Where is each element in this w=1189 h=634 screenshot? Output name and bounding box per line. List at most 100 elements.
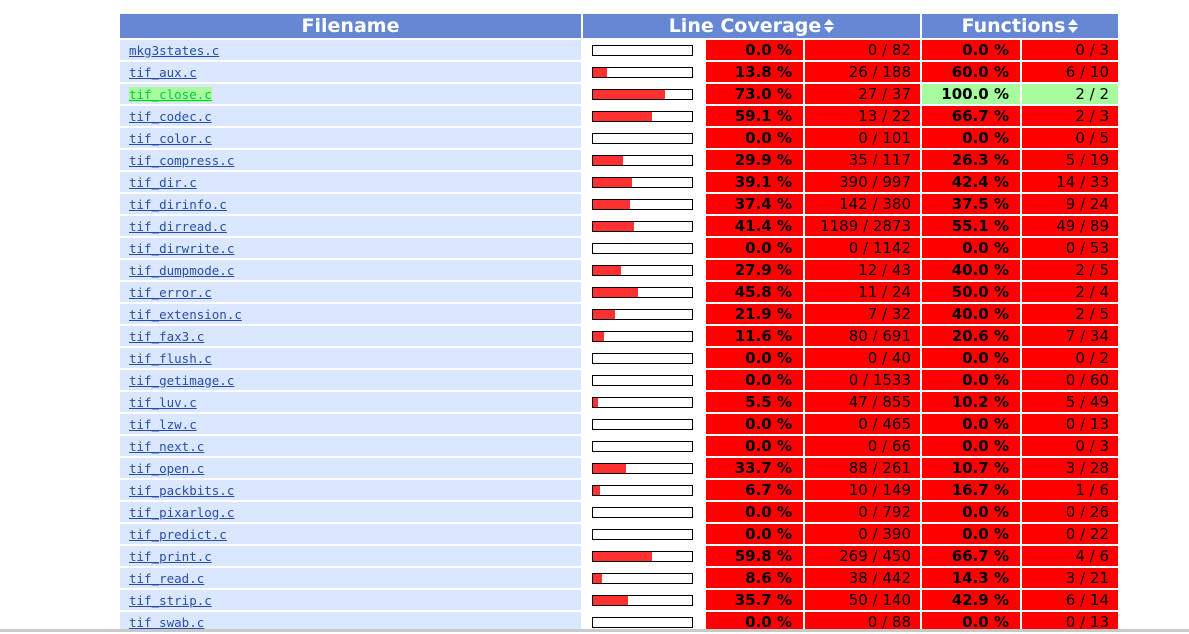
filename-cell: tif_color.c [120, 128, 581, 148]
table-row: tif_pixarlog.c 0.0 % 0 / 792 0.0 % 0 / 26 [120, 502, 1118, 522]
coverage-bar-fill [593, 573, 602, 583]
functions-count: 0 / 22 [1022, 524, 1118, 544]
coverage-bar [592, 264, 693, 276]
file-link[interactable]: tif_predict.c [129, 526, 227, 542]
functions-percent: 0.0 % [922, 524, 1020, 544]
coverage-bar-fill [593, 155, 623, 165]
file-link[interactable]: tif_strip.c [129, 592, 212, 608]
table-row: tif_open.c 33.7 % 88 / 261 10.7 % 3 / 28 [120, 458, 1118, 478]
line-coverage-count: 11 / 24 [805, 282, 920, 302]
coverage-bar [592, 132, 693, 144]
coverage-bar-cell [583, 260, 704, 280]
coverage-bar-cell [583, 106, 704, 126]
file-link[interactable]: tif_swab.c [129, 614, 205, 630]
functions-percent: 66.7 % [922, 546, 1020, 566]
filename-cell: tif_swab.c [120, 612, 581, 632]
file-link[interactable]: tif_flush.c [129, 350, 212, 366]
line-coverage-count: 27 / 37 [805, 84, 920, 104]
table-row: tif_codec.c 59.1 % 13 / 22 66.7 % 2 / 3 [120, 106, 1118, 126]
file-link[interactable]: tif_lzw.c [129, 416, 197, 432]
file-link[interactable]: tif_read.c [129, 570, 205, 586]
functions-percent: 60.0 % [922, 62, 1020, 82]
file-link[interactable]: tif_dirread.c [129, 218, 227, 234]
file-link[interactable]: tif_pixarlog.c [129, 504, 235, 520]
coverage-rows: mkg3states.c 0.0 % 0 / 82 0.0 % 0 / 3 tif_aux… [120, 40, 1118, 632]
coverage-bar [592, 484, 693, 496]
table-row: tif_dir.c 39.1 % 390 / 997 42.4 % 14 / 33 [120, 172, 1118, 192]
file-link[interactable]: tif_close.c [129, 86, 212, 102]
file-link[interactable]: tif_dirwrite.c [129, 240, 235, 256]
line-coverage-count: 26 / 188 [805, 62, 920, 82]
line-coverage-header[interactable]: Line Coverage [583, 14, 920, 38]
line-coverage-count: 0 / 792 [805, 502, 920, 522]
file-link[interactable]: tif_packbits.c [129, 482, 235, 498]
file-link[interactable]: tif_color.c [129, 130, 212, 146]
functions-count: 4 / 6 [1022, 546, 1118, 566]
file-link[interactable]: tif_open.c [129, 460, 205, 476]
functions-count: 2 / 5 [1022, 260, 1118, 280]
functions-percent: 42.9 % [922, 590, 1020, 610]
file-link[interactable]: tif_print.c [129, 548, 212, 564]
functions-percent: 20.6 % [922, 326, 1020, 346]
functions-header[interactable]: Functions [922, 14, 1118, 38]
coverage-bar-cell [583, 502, 704, 522]
table-row: tif_packbits.c 6.7 % 10 / 149 16.7 % 1 / 6 [120, 480, 1118, 500]
filename-cell: mkg3states.c [120, 40, 581, 60]
file-link[interactable]: tif_extension.c [129, 306, 242, 322]
line-coverage-count: 0 / 390 [805, 524, 920, 544]
functions-percent: 10.7 % [922, 458, 1020, 478]
filename-cell: tif_error.c [120, 282, 581, 302]
coverage-bar-cell [583, 172, 704, 192]
functions-percent: 0.0 % [922, 348, 1020, 368]
file-link[interactable]: tif_error.c [129, 284, 212, 300]
table-row: mkg3states.c 0.0 % 0 / 82 0.0 % 0 / 3 [120, 40, 1118, 60]
file-link[interactable]: tif_next.c [129, 438, 205, 454]
filename-cell: tif_fax3.c [120, 326, 581, 346]
file-link[interactable]: tif_getimage.c [129, 372, 235, 388]
file-link[interactable]: tif_luv.c [129, 394, 197, 410]
line-coverage-count: 1189 / 2873 [805, 216, 920, 236]
table-row: tif_color.c 0.0 % 0 / 101 0.0 % 0 / 5 [120, 128, 1118, 148]
file-link[interactable]: tif_fax3.c [129, 328, 205, 344]
line-coverage-count: 0 / 40 [805, 348, 920, 368]
line-coverage-percent: 21.9 % [706, 304, 803, 324]
line-coverage-count: 0 / 465 [805, 414, 920, 434]
functions-count: 0 / 60 [1022, 370, 1118, 390]
filename-cell: tif_strip.c [120, 590, 581, 610]
file-link[interactable]: tif_compress.c [129, 152, 235, 168]
filename-cell: tif_dumpmode.c [120, 260, 581, 280]
file-link[interactable]: tif_dumpmode.c [129, 262, 235, 278]
filename-cell: tif_extension.c [120, 304, 581, 324]
functions-count: 9 / 24 [1022, 194, 1118, 214]
file-link[interactable]: tif_aux.c [129, 64, 197, 80]
functions-count: 0 / 3 [1022, 436, 1118, 456]
table-row: tif_luv.c 5.5 % 47 / 855 10.2 % 5 / 49 [120, 392, 1118, 412]
functions-count: 0 / 26 [1022, 502, 1118, 522]
coverage-bar-cell [583, 216, 704, 236]
sort-icon[interactable] [824, 18, 835, 34]
file-link[interactable]: tif_codec.c [129, 108, 212, 124]
sort-icon[interactable] [1068, 18, 1079, 34]
file-link[interactable]: tif_dir.c [129, 174, 197, 190]
line-coverage-count: 269 / 450 [805, 546, 920, 566]
table-row: tif_swab.c 0.0 % 0 / 88 0.0 % 0 / 13 [120, 612, 1118, 632]
coverage-bar [592, 66, 693, 78]
filename-cell: tif_pixarlog.c [120, 502, 581, 522]
functions-count: 2 / 3 [1022, 106, 1118, 126]
file-link[interactable]: mkg3states.c [129, 42, 220, 58]
coverage-bar-cell [583, 348, 704, 368]
filename-cell: tif_next.c [120, 436, 581, 456]
coverage-bar [592, 220, 693, 232]
coverage-bar-fill [593, 485, 600, 495]
coverage-bar [592, 440, 693, 452]
line-coverage-percent: 0.0 % [706, 40, 803, 60]
horizontal-scrollbar[interactable] [0, 629, 1189, 632]
coverage-bar-fill [593, 199, 631, 209]
coverage-bar [592, 594, 693, 606]
file-link[interactable]: tif_dirinfo.c [129, 196, 227, 212]
functions-percent: 16.7 % [922, 480, 1020, 500]
filename-header: Filename [120, 14, 581, 38]
coverage-bar-fill [593, 595, 629, 605]
coverage-bar-cell [583, 458, 704, 478]
table-row: tif_fax3.c 11.6 % 80 / 691 20.6 % 7 / 34 [120, 326, 1118, 346]
